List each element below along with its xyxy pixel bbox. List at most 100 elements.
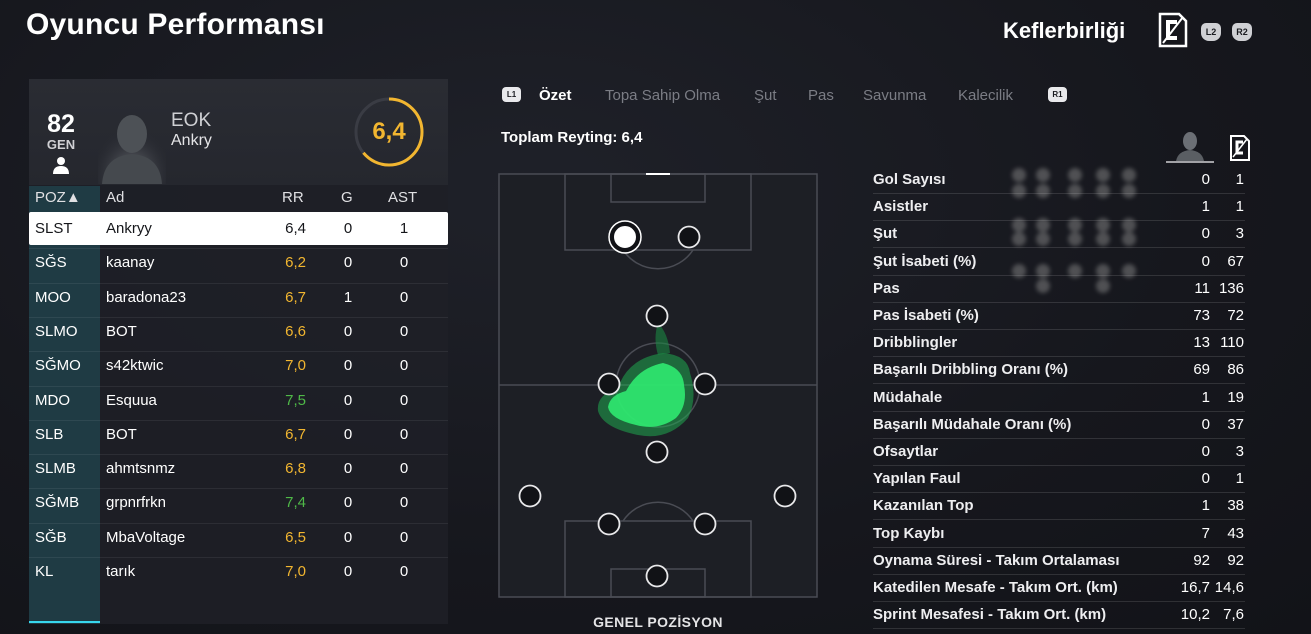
cell-rr: 6,7 [285, 425, 306, 443]
stat-player-value: 10,2 [1180, 606, 1210, 624]
person-icon [53, 157, 69, 174]
stat-club-value: 72 [1227, 307, 1244, 324]
player-marker [645, 440, 669, 464]
cell-name: ahmtsnmz [106, 460, 176, 478]
cell-g: 0 [343, 563, 353, 580]
cell-rr: 6,4 [285, 220, 306, 237]
overall-rating: 82 [47, 110, 75, 138]
cell-pos: SĞMB [35, 494, 80, 512]
cell-g: 0 [343, 425, 353, 443]
stat-divider [873, 519, 1245, 521]
stat-club-value: 92 [1227, 551, 1244, 569]
overall-label: GEN [46, 137, 76, 152]
club-name: Keflerbirliği [1003, 18, 1126, 43]
stat-club-value: 37 [1227, 415, 1244, 433]
stat-divider [873, 628, 1245, 630]
tab-shooting[interactable]: Şut [754, 87, 777, 104]
stat-player-value: 0 [1201, 415, 1210, 433]
stat-player-value: 13 [1193, 334, 1210, 352]
r1-button[interactable]: R1 [1048, 87, 1067, 102]
stat-label: Yapılan Faul [873, 470, 961, 488]
stat-club-value: 1 [1235, 198, 1244, 216]
stat-player-value: 0 [1201, 225, 1210, 243]
row-divider [29, 557, 448, 558]
cell-pos: SLB [35, 425, 64, 443]
cell-g: 0 [343, 220, 353, 237]
cell-name: BOT [106, 425, 137, 443]
cell-name: BOT [106, 322, 137, 340]
column-header-rr[interactable]: RR [282, 189, 304, 206]
stat-club-value: 19 [1227, 388, 1244, 406]
tab-summary[interactable]: Özet [539, 87, 572, 104]
row-divider [29, 248, 448, 250]
stat-player-value: 0 [1201, 171, 1210, 188]
pitch-caption: GENEL POZİSYON [593, 614, 723, 630]
stat-divider [873, 220, 1245, 222]
stat-player-value: 11 [1194, 279, 1210, 297]
cell-ast: 0 [399, 322, 409, 340]
stat-divider [873, 465, 1245, 466]
stat-label: Başarılı Dribbling Oranı (%) [873, 361, 1069, 379]
stat-label: Sprint Mesafesi - Takım Ort. (km) [873, 606, 1107, 624]
tab-defending[interactable]: Savunma [863, 87, 927, 104]
cell-ast: 0 [399, 254, 409, 272]
player-column-icon [1166, 132, 1214, 163]
stat-label: Kazanılan Top [873, 497, 974, 515]
cell-name: tarık [106, 563, 136, 580]
column-header-assists[interactable]: AST [388, 189, 418, 206]
row-divider [29, 454, 448, 456]
stat-player-value: 73 [1193, 307, 1210, 324]
row-divider [29, 282, 448, 284]
stat-label: Başarılı Müdahale Oranı (%) [873, 415, 1072, 433]
match-rating: 6,4 [372, 118, 406, 145]
position-column-highlight [29, 186, 100, 624]
column-header-goals[interactable]: G [341, 189, 353, 206]
club-column-icon [1230, 135, 1250, 161]
stat-label: Top Kaybı [873, 524, 945, 542]
cell-pos: SĞB [35, 528, 67, 546]
tab-goalkeeping[interactable]: Kalecilik [958, 87, 1014, 104]
stat-divider [873, 383, 1245, 385]
cell-ast: 0 [399, 494, 409, 512]
stat-club-value: 110 [1220, 334, 1244, 352]
cell-pos: MOO [35, 288, 71, 306]
cell-ast: 0 [399, 357, 409, 375]
stat-label: Katedilen Mesafe - Takım Ort. (km) [873, 579, 1118, 596]
club-badge-icon [1158, 12, 1188, 48]
cell-ast: 0 [399, 460, 409, 478]
player-marker [597, 512, 621, 536]
cell-ast: 0 [399, 563, 409, 580]
cell-pos: SĞMO [35, 357, 81, 375]
stat-divider [873, 329, 1245, 330]
stat-club-value: 3 [1235, 443, 1244, 460]
stat-player-value: 92 [1193, 551, 1210, 569]
cell-g: 1 [343, 288, 353, 306]
column-header-position[interactable]: POZ▲ [35, 189, 81, 206]
l2-button[interactable]: L2 [1201, 23, 1221, 41]
player-nickname: EOK [171, 110, 212, 131]
selected-row-highlight [29, 212, 448, 245]
column-header-name[interactable]: Ad [106, 189, 125, 206]
stat-club-value: 67 [1227, 252, 1244, 270]
cell-ast: 0 [399, 425, 409, 443]
cell-rr: 7,5 [285, 391, 306, 409]
cell-pos: KL [35, 563, 54, 580]
l1-button[interactable]: L1 [502, 87, 521, 102]
stat-player-value: 1 [1201, 388, 1210, 406]
selected-player-ring [608, 220, 642, 254]
tab-possession[interactable]: Topa Sahip Olma [605, 87, 721, 104]
stat-label: Şut İsabeti (%) [873, 252, 977, 270]
stat-divider [873, 356, 1245, 358]
blurred-background-icon [1012, 168, 1136, 293]
heatmap-area [597, 323, 694, 437]
cell-rr: 6,8 [285, 460, 306, 478]
r2-button[interactable]: R2 [1232, 23, 1252, 41]
stat-player-value: 7 [1201, 524, 1210, 542]
row-divider [29, 351, 448, 353]
player-marker [693, 372, 717, 396]
tab-passing[interactable]: Pas [808, 87, 834, 104]
player-marker [597, 372, 621, 396]
cell-ast: 0 [399, 528, 409, 546]
cell-rr: 6,7 [285, 288, 306, 306]
cell-g: 0 [343, 357, 353, 375]
